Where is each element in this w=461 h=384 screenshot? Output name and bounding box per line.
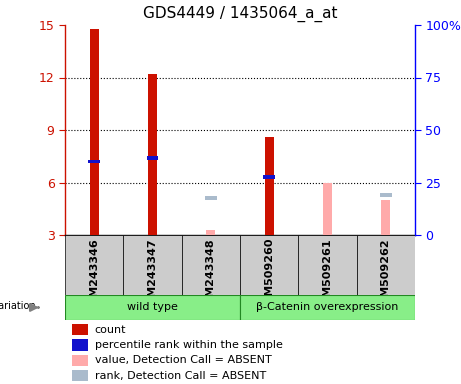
Bar bbox=[323, 182, 332, 235]
Bar bbox=[124, 25, 182, 235]
Text: GSM509261: GSM509261 bbox=[323, 238, 332, 313]
Bar bbox=[148, 74, 157, 235]
Text: wild type: wild type bbox=[127, 303, 178, 313]
Bar bbox=[65, 25, 124, 235]
Bar bbox=[381, 200, 390, 235]
Text: percentile rank within the sample: percentile rank within the sample bbox=[95, 340, 283, 350]
Bar bbox=[298, 25, 357, 235]
Bar bbox=[182, 25, 240, 235]
Bar bbox=[207, 230, 215, 235]
Bar bbox=[357, 25, 415, 235]
Bar bbox=[357, 235, 415, 295]
Text: GSM243347: GSM243347 bbox=[148, 238, 158, 313]
Bar bbox=[65, 295, 240, 320]
Bar bbox=[90, 28, 99, 235]
Text: genotype/variation: genotype/variation bbox=[0, 301, 36, 311]
Bar bbox=[380, 193, 391, 197]
Text: value, Detection Call = ABSENT: value, Detection Call = ABSENT bbox=[95, 355, 272, 365]
Bar bbox=[72, 354, 88, 366]
Bar bbox=[89, 160, 100, 164]
Title: GDS4449 / 1435064_a_at: GDS4449 / 1435064_a_at bbox=[143, 6, 337, 22]
Bar bbox=[72, 324, 88, 335]
Bar bbox=[298, 235, 357, 295]
Bar bbox=[65, 235, 124, 295]
Bar bbox=[124, 235, 182, 295]
Text: GSM509260: GSM509260 bbox=[264, 238, 274, 313]
Bar bbox=[265, 137, 273, 235]
Bar bbox=[264, 175, 275, 179]
Text: rank, Detection Call = ABSENT: rank, Detection Call = ABSENT bbox=[95, 371, 266, 381]
Bar bbox=[147, 156, 158, 160]
Bar bbox=[205, 196, 217, 200]
Bar bbox=[182, 235, 240, 295]
Bar bbox=[240, 295, 415, 320]
Bar bbox=[240, 25, 298, 235]
Bar bbox=[72, 339, 88, 351]
Bar bbox=[72, 370, 88, 381]
Text: GSM243348: GSM243348 bbox=[206, 238, 216, 313]
Text: GSM509262: GSM509262 bbox=[381, 238, 391, 313]
Bar bbox=[240, 235, 298, 295]
Text: β-Catenin overexpression: β-Catenin overexpression bbox=[256, 303, 399, 313]
Text: GSM243346: GSM243346 bbox=[89, 238, 99, 313]
Text: count: count bbox=[95, 324, 126, 334]
